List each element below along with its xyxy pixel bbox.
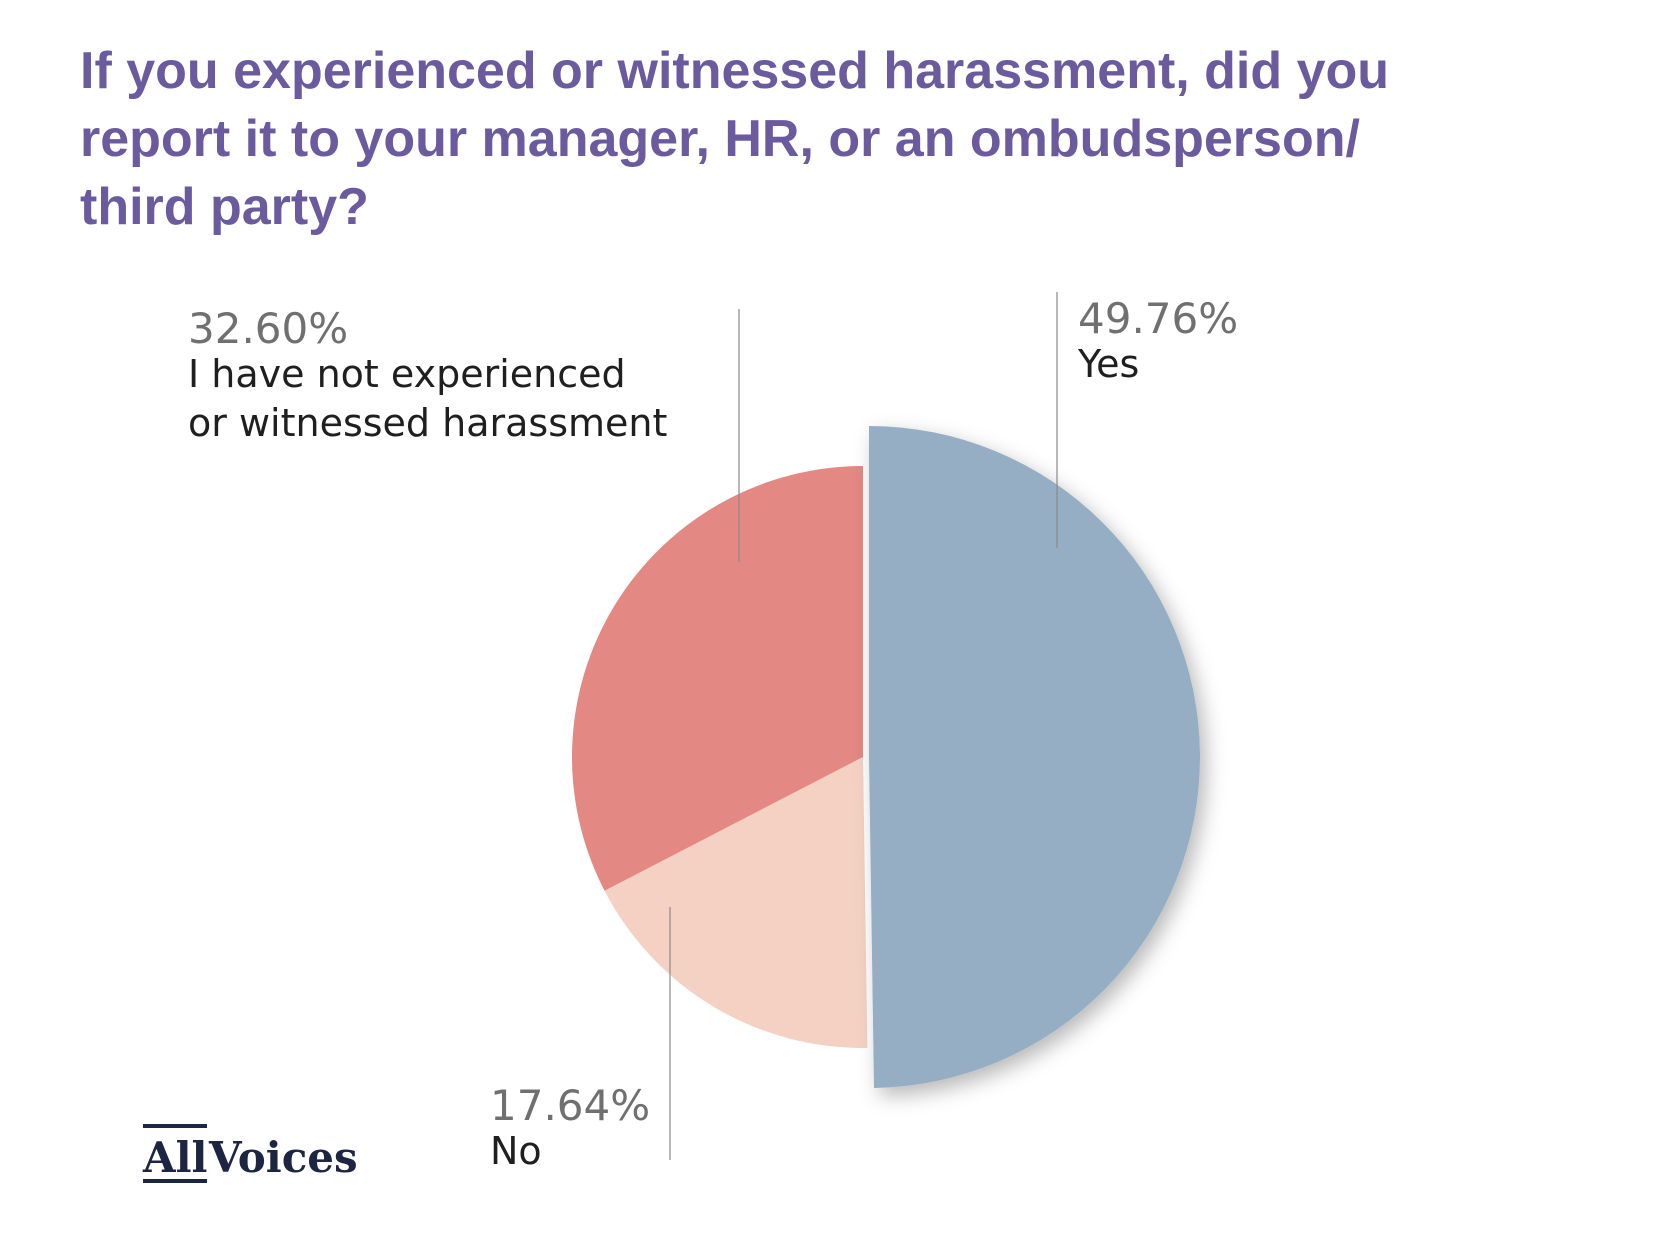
chart-title-line: third party? <box>80 178 369 236</box>
pie-slice-yes <box>869 426 1201 1088</box>
slice-category-label: No <box>490 1129 542 1173</box>
slice-category-label: or witnessed harassment <box>188 401 667 445</box>
slice-percent-label: 17.64% <box>490 1081 650 1130</box>
slice-label-yes: 49.76% Yes <box>1077 294 1238 386</box>
logo-text-all: All <box>142 1133 208 1182</box>
chart-title-line: If you experienced or witnessed harassme… <box>80 42 1389 100</box>
allvoices-logo: All Voices <box>142 1124 358 1183</box>
leader-lines <box>669 292 1058 1160</box>
logo-text-voices: Voices <box>208 1133 358 1182</box>
slice-percent-label: 32.60% <box>188 304 348 353</box>
slice-category-label: Yes <box>1077 342 1139 386</box>
logo-bar-top <box>143 1124 207 1128</box>
pie-slices <box>572 426 1201 1088</box>
slice-label-not-experienced: 32.60% I have not experienced or witness… <box>188 304 667 445</box>
slice-category-label: I have not experienced <box>188 352 626 396</box>
slice-percent-label: 49.76% <box>1078 294 1238 343</box>
pie-slice-no <box>604 757 868 1048</box>
pie-slice-not-experienced <box>572 466 863 891</box>
chart-title: If you experienced or witnessed harassme… <box>80 42 1389 236</box>
slice-label-no: 17.64% No <box>490 1081 650 1173</box>
logo-bar-bottom <box>143 1179 207 1183</box>
chart-title-line: report it to your manager, HR, or an omb… <box>80 110 1360 168</box>
